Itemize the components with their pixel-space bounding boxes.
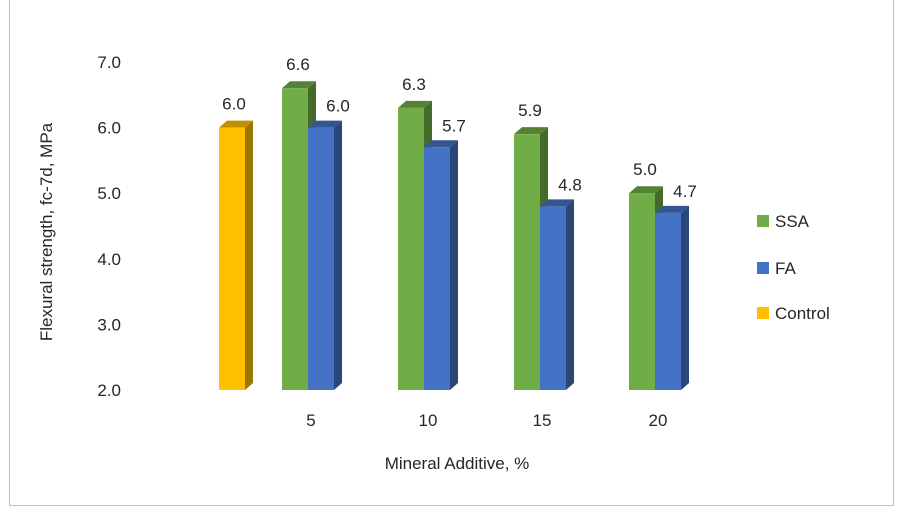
data-label: 6.6 xyxy=(286,55,310,74)
bar-top-face xyxy=(655,205,689,213)
bar-top-face xyxy=(629,186,663,194)
y-axis-ticks: 2.0 3.0 4.0 5.0 6.0 7.0 xyxy=(97,53,121,400)
data-labels-group: 6.0 6.6 6.0 6.3 5.7 5.9 4.8 5.0 4.7 xyxy=(222,55,697,201)
legend-swatch xyxy=(757,307,769,319)
bar-control-control xyxy=(219,120,253,390)
x-tick-label: 20 xyxy=(649,411,668,430)
bars-group xyxy=(219,81,689,391)
bar-top-face xyxy=(308,120,342,128)
bar-top-face xyxy=(398,100,432,108)
x-axis-title: Mineral Additive, % xyxy=(385,454,530,473)
bar-side-face xyxy=(450,140,458,390)
legend: SSA FA Control xyxy=(757,212,830,323)
y-tick-label: 2.0 xyxy=(97,381,121,400)
y-tick-label: 7.0 xyxy=(97,53,121,72)
y-axis-title: Flexural strength, fc-7d, MPa xyxy=(37,122,56,341)
bar-fa-10 xyxy=(424,140,458,390)
y-tick-label: 5.0 xyxy=(97,184,121,203)
bar-front-face xyxy=(540,206,566,390)
bar-fa-20 xyxy=(655,205,689,390)
legend-swatch xyxy=(757,262,769,274)
bar-top-face xyxy=(424,140,458,148)
bar-fa-15 xyxy=(540,199,574,390)
bar-top-face xyxy=(540,199,574,207)
data-label: 6.3 xyxy=(402,75,426,94)
bar-top-face xyxy=(282,81,316,89)
x-axis-ticks: 5 10 15 20 xyxy=(306,411,667,430)
bar-top-face xyxy=(219,120,253,128)
legend-item-control: Control xyxy=(757,304,830,323)
bar-front-face xyxy=(514,134,540,390)
data-label: 4.7 xyxy=(673,182,697,201)
legend-item-ssa: SSA xyxy=(757,212,810,231)
data-label: 5.0 xyxy=(633,160,657,179)
x-tick-label: 15 xyxy=(533,411,552,430)
bar-side-face xyxy=(334,120,342,390)
bar-side-face xyxy=(681,205,689,390)
legend-swatch xyxy=(757,215,769,227)
data-label: 6.0 xyxy=(326,97,350,116)
bar-side-face xyxy=(566,199,574,390)
bar-front-face xyxy=(308,127,334,390)
data-label: 5.9 xyxy=(518,101,542,120)
bar-front-face xyxy=(282,88,308,391)
legend-label: FA xyxy=(775,259,796,278)
bar-front-face xyxy=(655,212,681,390)
bar-front-face xyxy=(219,127,245,390)
y-tick-label: 6.0 xyxy=(97,119,121,138)
y-tick-label: 4.0 xyxy=(97,250,121,269)
legend-item-fa: FA xyxy=(757,259,796,278)
y-tick-label: 3.0 xyxy=(97,315,121,334)
x-tick-label: 5 xyxy=(306,411,315,430)
legend-label: Control xyxy=(775,304,830,323)
bar-front-face xyxy=(424,147,450,390)
legend-label: SSA xyxy=(775,212,810,231)
x-tick-label: 10 xyxy=(419,411,438,430)
bar-fa-5 xyxy=(308,120,342,390)
data-label: 4.8 xyxy=(558,175,582,194)
data-label: 6.0 xyxy=(222,95,246,114)
bar-top-face xyxy=(514,127,548,135)
bar-ssa-15 xyxy=(514,127,548,390)
bar-front-face xyxy=(398,107,424,391)
data-label: 5.7 xyxy=(442,116,466,135)
bar-front-face xyxy=(629,193,655,390)
bar-side-face xyxy=(245,120,253,390)
